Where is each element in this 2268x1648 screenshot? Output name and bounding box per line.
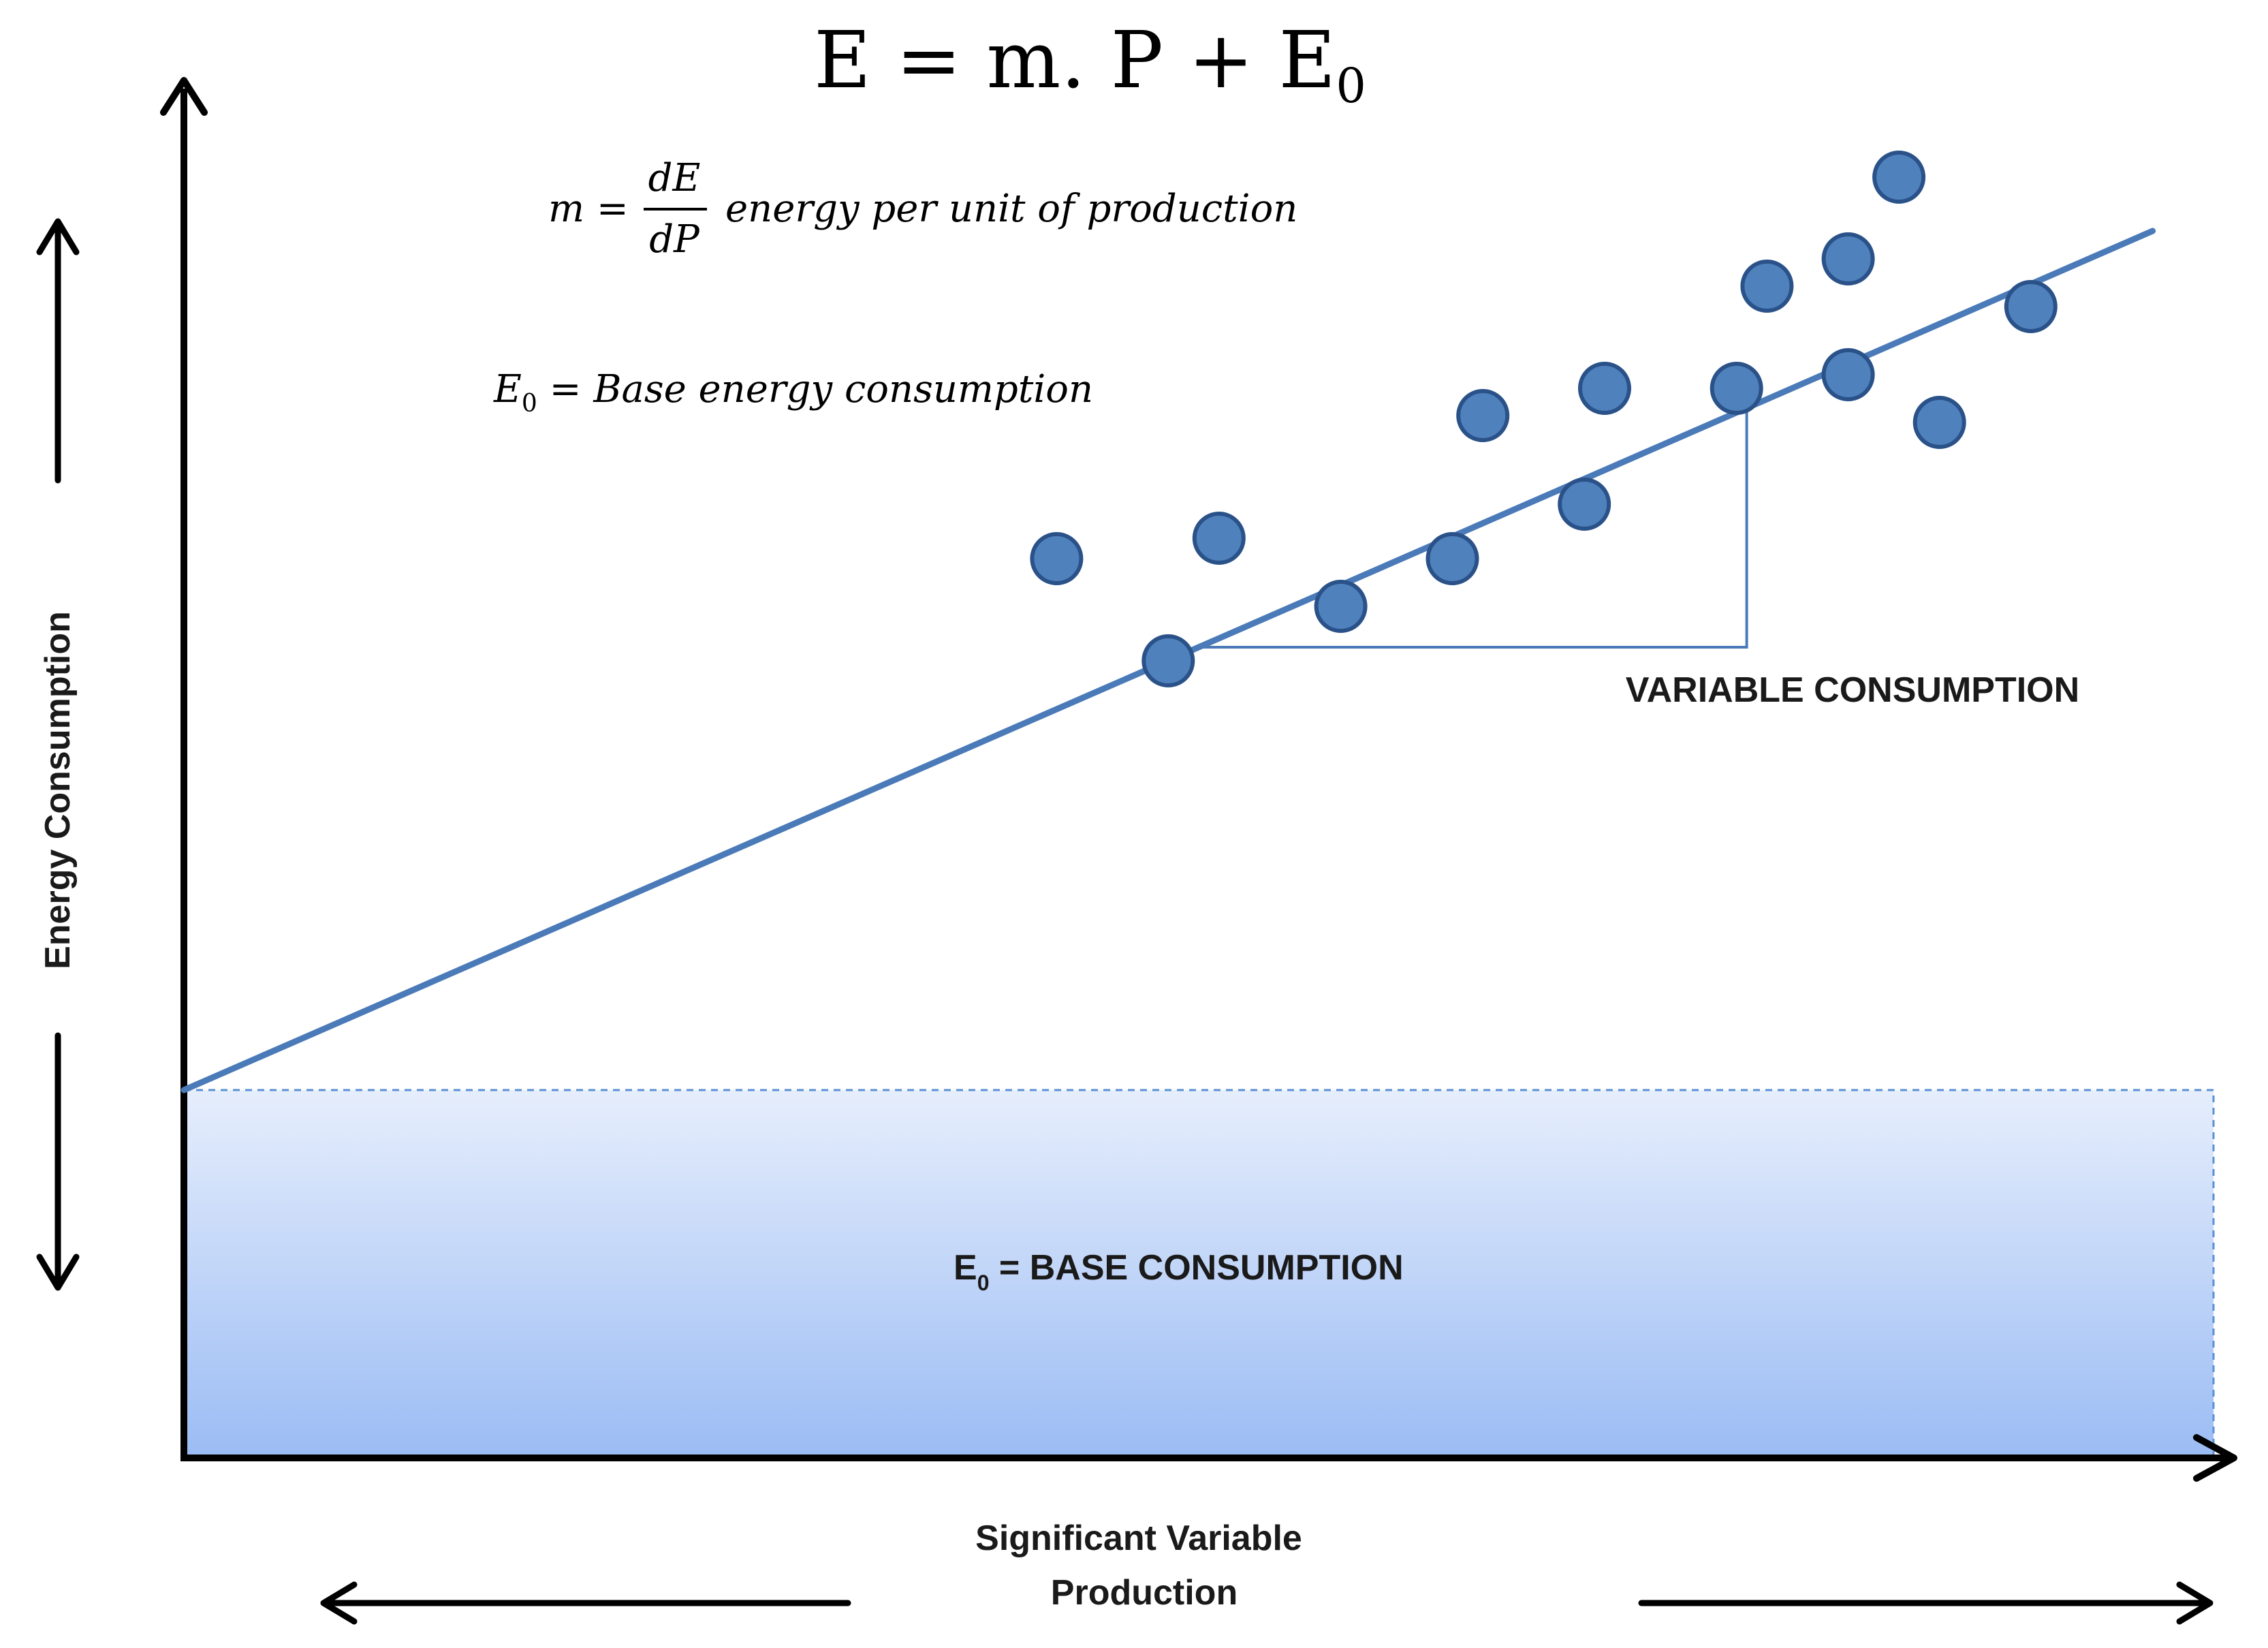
base-consumption-area (183, 1089, 2215, 1459)
x-axis-label-line1: Significant Variable (975, 1519, 1302, 1558)
data-point-4 (1314, 580, 1368, 633)
data-point-7 (1558, 478, 1611, 531)
slope-description: energy per unit of production (725, 187, 1297, 231)
data-point-5 (1426, 532, 1479, 585)
slope-triangle (1199, 408, 1748, 649)
x-axis-arrowhead (2193, 1434, 2237, 1482)
base-definition: E0 = Base energy consumption (493, 367, 1093, 418)
x-axis-label-line2: Production (1051, 1573, 1238, 1613)
data-point-1 (1030, 532, 1084, 585)
base-consumption-label: E0 = BASE CONSUMPTION (954, 1248, 1404, 1295)
data-point-6 (1456, 389, 1510, 442)
data-point-2 (1141, 634, 1195, 687)
x-side-arrow-left-head (320, 1581, 358, 1625)
main-formula: E = m. P + E0 (814, 15, 1366, 114)
data-point-11 (1821, 348, 1875, 401)
variable-consumption-label: VARIABLE CONSUMPTION (1626, 670, 2079, 710)
data-points (1030, 151, 2058, 687)
data-point-8 (1578, 362, 1631, 415)
slope-numerator: dE (648, 156, 701, 200)
data-point-13 (1872, 151, 1926, 204)
data-point-14 (1912, 396, 1966, 449)
slope-lhs: m = (548, 187, 629, 231)
data-point-15 (2004, 280, 2058, 333)
data-point-10 (1740, 260, 1794, 313)
x-side-arrow-right-head (2176, 1581, 2214, 1625)
slope-definition: m = dE dP energy per unit of production (548, 156, 1297, 262)
data-point-9 (1710, 362, 1763, 415)
y-side-arrow-down-head (36, 1254, 80, 1291)
data-point-3 (1192, 512, 1246, 565)
y-axis-arrowhead (160, 77, 208, 116)
data-point-12 (1821, 232, 1875, 285)
y-side-arrow-up-head (36, 218, 80, 255)
slope-denominator: dP (649, 217, 700, 262)
y-axis-label: Energy Consumption (38, 611, 78, 969)
